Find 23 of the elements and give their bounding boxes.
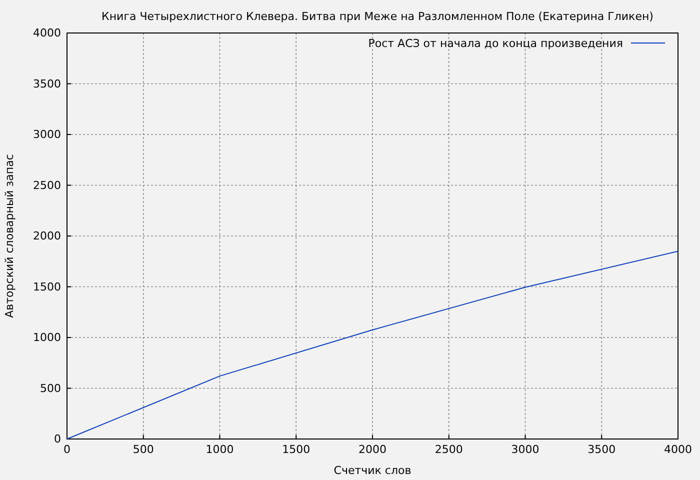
y-tick-label: 2500 [33,178,61,192]
y-axis-title: Авторский словарный запас [3,154,16,318]
y-tick-label: 3500 [33,77,61,90]
x-tick-label: 0 [64,442,70,456]
y-tick-label: 4000 [33,26,61,40]
x-tick-label: 2000 [358,442,386,456]
line-series [66,250,678,440]
y-tick-label: 500 [40,382,61,395]
x-tick-label: 3000 [511,442,540,456]
x-tick-label: 4000 [664,442,692,456]
x-tick-label: 2500 [434,442,463,456]
x-tick-label: 3500 [588,442,616,456]
y-tick-label: 1000 [33,331,61,344]
y-tick-label: 1500 [33,280,61,294]
y-tick-label: 0 [54,432,61,446]
x-tick-label: 500 [132,442,154,456]
legend-label: Рост АСЗ от начала до конца произведения [368,37,623,50]
y-tick-label: 2000 [33,230,61,243]
x-tick-label: 1000 [206,442,234,456]
x-tick-label: 1500 [282,442,310,456]
chart-title: Книга Четырехлистного Клевера. Битва при Меже на Разломленном Поле (Екатерина Гликен) [102,10,654,23]
x-axis-title: Счетчик слов [334,464,412,477]
y-tick-label: 3000 [33,128,61,142]
